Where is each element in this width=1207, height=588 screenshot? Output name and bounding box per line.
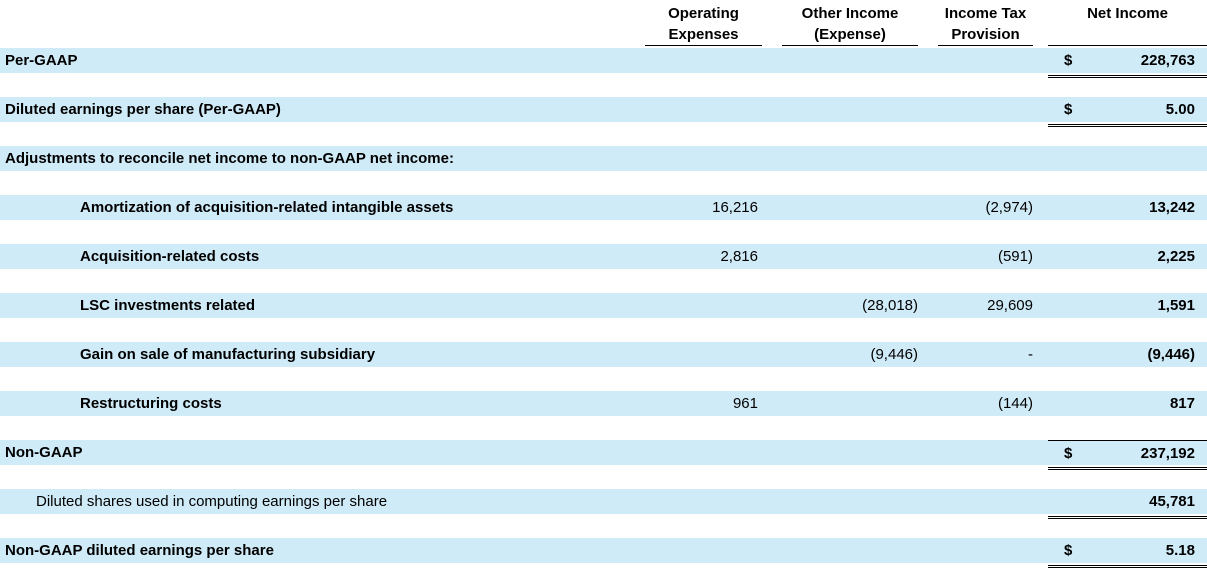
cell-other-income: (28,018) xyxy=(862,297,918,314)
table-header: Operating Expenses Other Income (Expense… xyxy=(0,0,1207,48)
cell-operating-expenses: 961 xyxy=(732,395,758,412)
row-label: Non-GAAP xyxy=(5,444,83,461)
column-header-net-income: Net Income xyxy=(1048,0,1207,46)
cell-other-income: (9,446) xyxy=(870,346,918,363)
cell-income-tax: (591) xyxy=(997,248,1033,265)
row-non-gaap-diluted-eps: Non-GAAP diluted earnings per share $ 5.… xyxy=(0,538,1207,568)
cell-net-income: 817 xyxy=(1048,391,1207,416)
net-value: 5.00 xyxy=(1165,101,1195,118)
net-value: 5.18 xyxy=(1165,542,1195,559)
row-label: Restructuring costs xyxy=(80,395,222,412)
row-diluted-shares: Diluted shares used in computing earning… xyxy=(0,489,1207,519)
net-value: 1,591 xyxy=(1157,297,1195,314)
row-gain-on-sale: Gain on sale of manufacturing subsidiary… xyxy=(0,342,1207,367)
net-value: 13,242 xyxy=(1149,199,1195,216)
row-label: Adjustments to reconcile net income to n… xyxy=(5,150,454,167)
dollar-sign: $ xyxy=(1064,101,1073,118)
column-header-line1: Income Tax xyxy=(944,5,1027,22)
cell-income-tax: 29,609 xyxy=(987,297,1033,314)
dollar-sign: $ xyxy=(1064,542,1073,559)
column-header-other-income: Other Income (Expense) xyxy=(782,0,918,46)
column-header-line2: Expenses xyxy=(668,26,739,43)
row-label: Non-GAAP diluted earnings per share xyxy=(5,542,274,559)
row-label: Diluted earnings per share (Per-GAAP) xyxy=(5,101,281,118)
column-header-line2: Net Income xyxy=(1087,5,1168,22)
row-label: LSC investments related xyxy=(80,297,256,314)
cell-income-tax: (144) xyxy=(997,395,1033,412)
row-diluted-eps-gaap: Diluted earnings per share (Per-GAAP) $ … xyxy=(0,97,1207,127)
column-header-line1: Other Income xyxy=(801,5,899,22)
row-lsc-investments: LSC investments related (28,018) 29,609 … xyxy=(0,293,1207,318)
row-label: Diluted shares used in computing earning… xyxy=(36,493,388,510)
net-value: 45,781 xyxy=(1149,493,1195,510)
cell-operating-expenses: 16,216 xyxy=(712,199,758,216)
cell-net-income: 13,242 xyxy=(1048,195,1207,220)
dollar-sign: $ xyxy=(1064,445,1073,462)
cell-net-income: $ 237,192 xyxy=(1048,440,1207,470)
row-label: Amortization of acquisition-related inta… xyxy=(80,199,454,216)
net-value: (9,446) xyxy=(1147,346,1195,363)
net-value: 2,225 xyxy=(1157,248,1195,265)
row-restructuring: Restructuring costs 961 (144) 817 xyxy=(0,391,1207,416)
column-header-line1: Operating xyxy=(668,5,739,22)
row-label: Gain on sale of manufacturing subsidiary xyxy=(80,346,376,363)
row-adjustments-heading: Adjustments to reconcile net income to n… xyxy=(0,146,1207,171)
column-header-line2: (Expense) xyxy=(814,26,886,43)
net-value: 237,192 xyxy=(1140,445,1195,462)
cell-net-income: $ 5.00 xyxy=(1048,97,1207,127)
row-label: Per-GAAP xyxy=(5,52,78,69)
row-per-gaap: Per-GAAP $ 228,763 xyxy=(0,48,1207,78)
cell-net-income: 1,591 xyxy=(1048,293,1207,318)
row-acquisition-costs: Acquisition-related costs 2,816 (591) 2,… xyxy=(0,244,1207,269)
column-header-income-tax: Income Tax Provision xyxy=(938,0,1033,46)
column-header-operating-expenses: Operating Expenses xyxy=(645,0,762,46)
net-value: 817 xyxy=(1169,395,1195,412)
cell-operating-expenses: 2,816 xyxy=(720,248,758,265)
cell-net-income: $ 228,763 xyxy=(1048,48,1207,78)
cell-net-income: 45,781 xyxy=(1048,489,1207,519)
cell-net-income: 2,225 xyxy=(1048,244,1207,269)
cell-net-income: $ 5.18 xyxy=(1048,538,1207,568)
net-value: 228,763 xyxy=(1140,52,1195,69)
row-non-gaap: Non-GAAP $ 237,192 xyxy=(0,440,1207,470)
cell-income-tax: (2,974) xyxy=(985,199,1033,216)
cell-income-tax: - xyxy=(1028,346,1033,363)
row-amortization: Amortization of acquisition-related inta… xyxy=(0,195,1207,220)
row-label: Acquisition-related costs xyxy=(80,248,260,265)
column-header-line2: Provision xyxy=(951,26,1020,43)
dollar-sign: $ xyxy=(1064,52,1073,69)
cell-net-income: (9,446) xyxy=(1048,342,1207,367)
